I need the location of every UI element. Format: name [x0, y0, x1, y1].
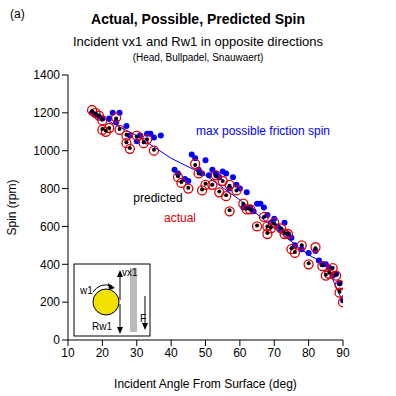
- svg-text:800: 800: [40, 182, 60, 196]
- svg-text:10: 10: [61, 346, 75, 360]
- svg-text:600: 600: [40, 220, 60, 234]
- svg-text:80: 80: [302, 346, 316, 360]
- svg-text:Rw1: Rw1: [92, 321, 112, 332]
- svg-text:0: 0: [53, 333, 60, 347]
- svg-text:Incident vx1 and Rw1 in opposi: Incident vx1 and Rw1 in opposite directi…: [73, 34, 324, 49]
- svg-text:actual: actual: [164, 211, 196, 225]
- svg-text:Actual, Possible, Predicted Sp: Actual, Possible, Predicted Spin: [91, 11, 305, 27]
- svg-text:70: 70: [268, 346, 282, 360]
- svg-text:50: 50: [199, 346, 213, 360]
- svg-text:200: 200: [40, 295, 60, 309]
- svg-text:60: 60: [233, 346, 247, 360]
- svg-text:30: 30: [130, 346, 144, 360]
- svg-text:40: 40: [164, 346, 178, 360]
- svg-text:(Head, Bullpadel, Snauwaert): (Head, Bullpadel, Snauwaert): [133, 52, 264, 63]
- svg-text:w1: w1: [79, 285, 93, 296]
- svg-text:1000: 1000: [33, 144, 60, 158]
- svg-text:vx1: vx1: [122, 267, 138, 278]
- svg-text:20: 20: [96, 346, 110, 360]
- svg-text:1400: 1400: [33, 68, 60, 82]
- svg-text:max possible friction spin: max possible friction spin: [196, 124, 330, 138]
- svg-text:(a): (a): [10, 7, 25, 21]
- svg-text:predicted: predicted: [133, 191, 182, 205]
- svg-text:Spin (rpm): Spin (rpm): [8, 179, 19, 235]
- svg-text:F: F: [140, 313, 146, 324]
- svg-text:1200: 1200: [33, 106, 60, 120]
- svg-text:Incident Angle From Surface (d: Incident Angle From Surface (deg): [114, 377, 297, 391]
- svg-text:90: 90: [336, 346, 350, 360]
- svg-text:400: 400: [40, 258, 60, 272]
